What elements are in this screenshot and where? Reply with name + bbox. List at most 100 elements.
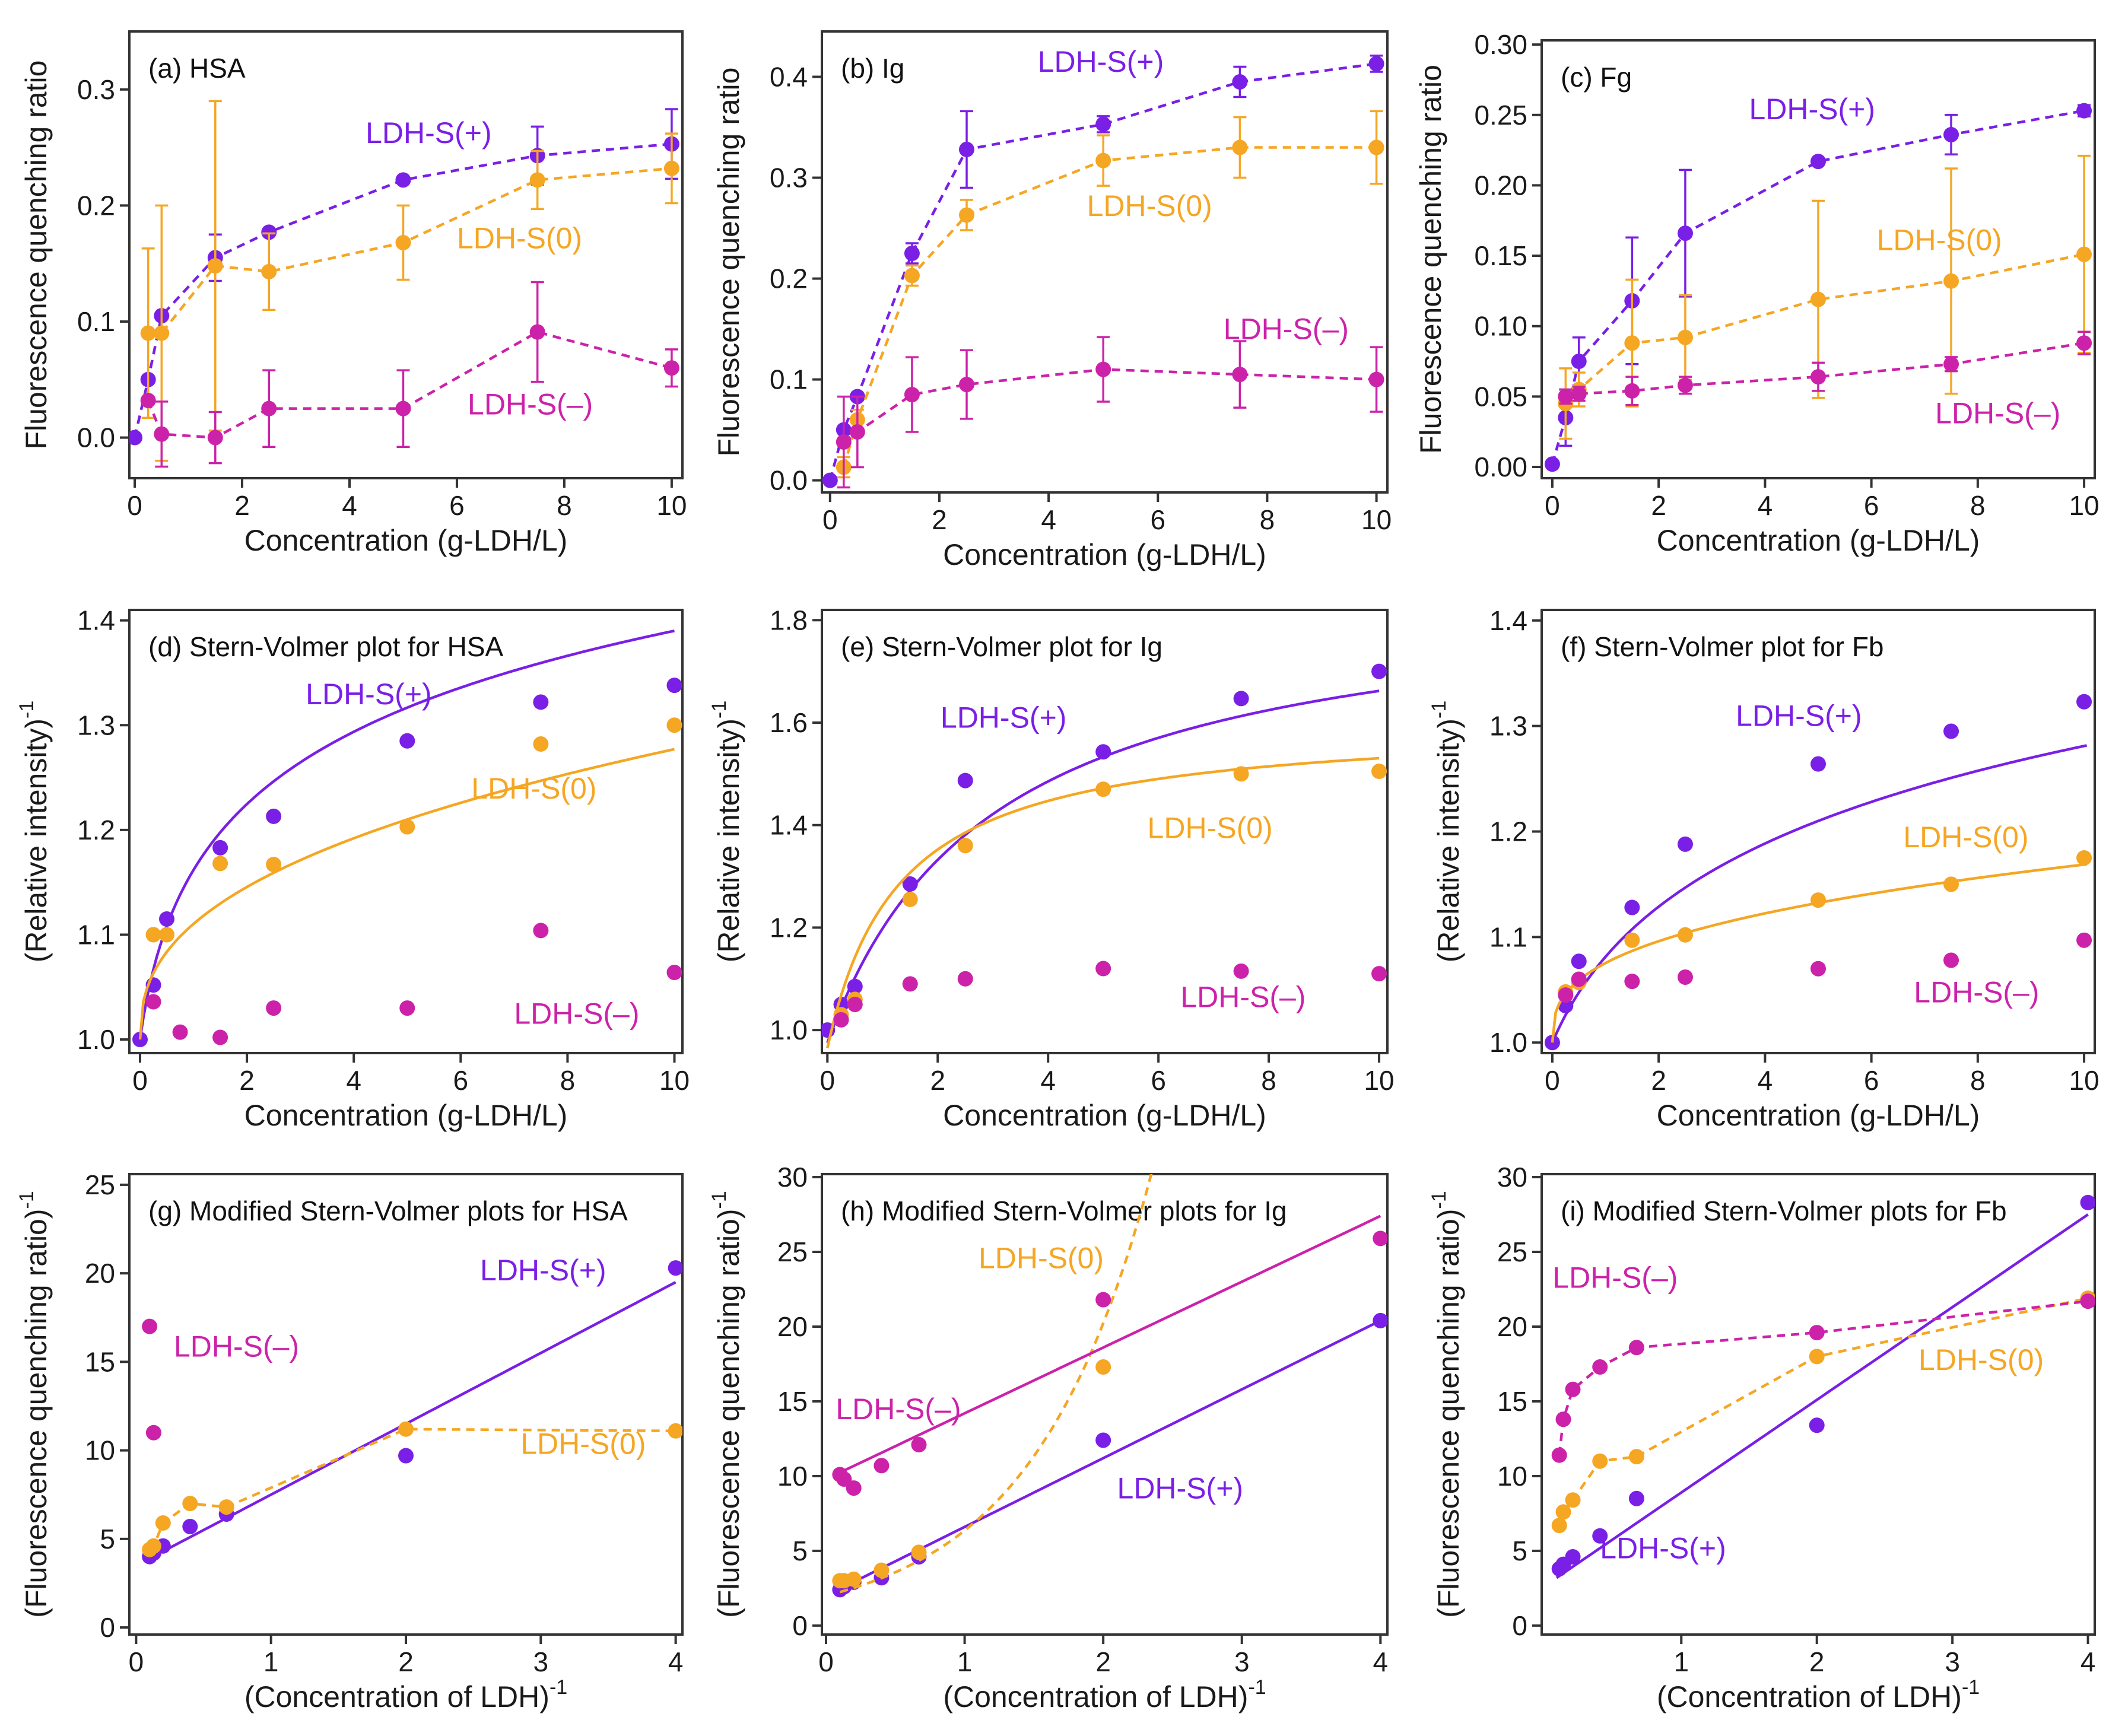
data-point: [833, 1012, 849, 1028]
x-axis-label: Concentration (g-LDH/L): [244, 524, 568, 557]
data-point: [1232, 74, 1248, 90]
plot-frame: [128, 609, 684, 1054]
data-point: [1095, 781, 1111, 797]
data-point: [398, 1421, 414, 1437]
data-point: [1810, 154, 1826, 170]
data-point: [1095, 744, 1111, 760]
x-tick-label: 4: [1040, 1065, 1056, 1096]
data-point: [1565, 1492, 1581, 1508]
y-tick-label: 20: [1497, 1311, 1527, 1342]
data-point: [666, 717, 682, 733]
fit-curve: [836, 1319, 1381, 1592]
y-axis-label: (Relative intensity)-1: [15, 701, 53, 963]
x-tick-label: 0: [818, 1646, 834, 1677]
y-tick-label: 25: [1497, 1236, 1527, 1267]
data-point: [1624, 932, 1640, 948]
y-tick-label: 0.2: [770, 263, 808, 294]
data-point: [1233, 963, 1249, 979]
y-axis-label: (Relative intensity)-1: [1428, 701, 1465, 963]
y-tick-label: 1.1: [77, 919, 115, 950]
data-point: [1943, 356, 1959, 372]
data-point: [847, 996, 863, 1012]
data-point: [902, 976, 918, 992]
panel-title: (d) Stern-Volmer plot for HSA: [148, 631, 504, 662]
data-point: [159, 927, 175, 943]
panel-d: 0 2 4 6 8 10 1.0 1.1 1.2 1.3 1.4 Concentration (g-L…: [15, 605, 690, 1132]
data-point: [902, 876, 918, 892]
plot-frame: [128, 30, 684, 479]
data-point: [666, 678, 682, 694]
data-point: [145, 1538, 161, 1554]
y-tick-label: 1.8: [770, 605, 808, 635]
x-tick-label: 2: [932, 504, 947, 535]
data-point: [1368, 56, 1384, 72]
series-minus: [836, 336, 1384, 489]
data-point: [533, 736, 549, 752]
x-axis-label: Concentration (g-LDH/L): [1657, 1099, 1980, 1132]
y-tick-label: 1.0: [77, 1024, 115, 1055]
data-point: [1943, 952, 1959, 968]
data-point: [1233, 691, 1249, 707]
data-point: [1592, 1528, 1608, 1544]
x-tick-label: 0: [1545, 1065, 1560, 1096]
data-point: [1371, 663, 1387, 679]
data-point: [849, 424, 865, 440]
data-point: [873, 1458, 890, 1474]
data-point: [142, 1318, 158, 1334]
series-minus: [1551, 1293, 2095, 1463]
data-point: [904, 387, 920, 403]
series-label: LDH-S(0): [457, 222, 582, 255]
plot-area: [129, 100, 679, 468]
data-point: [959, 207, 975, 223]
data-point: [154, 325, 170, 341]
y-tick-label: 1.4: [770, 810, 808, 841]
y-tick-label: 1.4: [1489, 605, 1527, 636]
series-zero: [142, 1421, 682, 1557]
data-point: [666, 965, 682, 981]
data-point: [1809, 1325, 1825, 1341]
data-point: [399, 733, 415, 749]
y-axis-label: (Fluorescence quenching ratio)-1: [1428, 1191, 1465, 1618]
series-plus: [822, 663, 1387, 1044]
y-tick-label: 0.0: [77, 422, 115, 453]
data-point: [207, 430, 223, 446]
series-plus: [822, 55, 1384, 488]
x-tick-label: 4: [668, 1646, 684, 1677]
series-label: LDH-S(+): [1038, 45, 1164, 78]
panel-title: (g) Modified Stern-Volmer plots for HSA: [148, 1196, 628, 1226]
data-point: [266, 1000, 282, 1016]
plot-frame: [821, 609, 1389, 1054]
data-point: [1677, 927, 1693, 943]
x-tick-label: 0: [820, 1065, 836, 1096]
data-point: [1624, 383, 1640, 399]
data-point: [1571, 354, 1587, 370]
data-point: [129, 430, 143, 446]
panel-title: (b) Ig: [841, 53, 904, 84]
data-point: [1095, 116, 1111, 132]
y-axis-label: Fluorescence quenching ratio: [712, 68, 745, 457]
data-point: [1628, 1449, 1644, 1465]
series-label: LDH-S(–): [1552, 1261, 1678, 1294]
data-point: [2076, 246, 2092, 262]
data-point: [1544, 1035, 1560, 1051]
panel-a: 0 2 4 6 8 10 0.0 0.1 0.2 0.3 Concentration (g-LDH/…: [20, 30, 687, 557]
plot-frame: [821, 30, 1389, 494]
data-point: [1810, 369, 1826, 385]
x-tick-label: 4: [1758, 490, 1773, 521]
data-point: [1677, 377, 1693, 393]
data-point: [1809, 1417, 1825, 1433]
data-point: [529, 172, 545, 188]
data-point: [836, 1471, 852, 1487]
data-point: [1624, 974, 1640, 990]
series-minus: [145, 923, 682, 1045]
x-tick-label: 8: [1261, 1065, 1276, 1096]
series-label: LDH-S(0): [1148, 811, 1273, 844]
data-point: [159, 911, 175, 927]
series-minus: [142, 1318, 161, 1441]
x-axis-label: Concentration (g-LDH/L): [244, 1099, 568, 1132]
series-label: LDH-S(0): [471, 772, 596, 805]
data-point: [836, 434, 852, 450]
y-tick-label: 0.30: [1474, 29, 1527, 60]
y-tick-label: 5: [100, 1524, 115, 1554]
data-point: [207, 258, 223, 274]
